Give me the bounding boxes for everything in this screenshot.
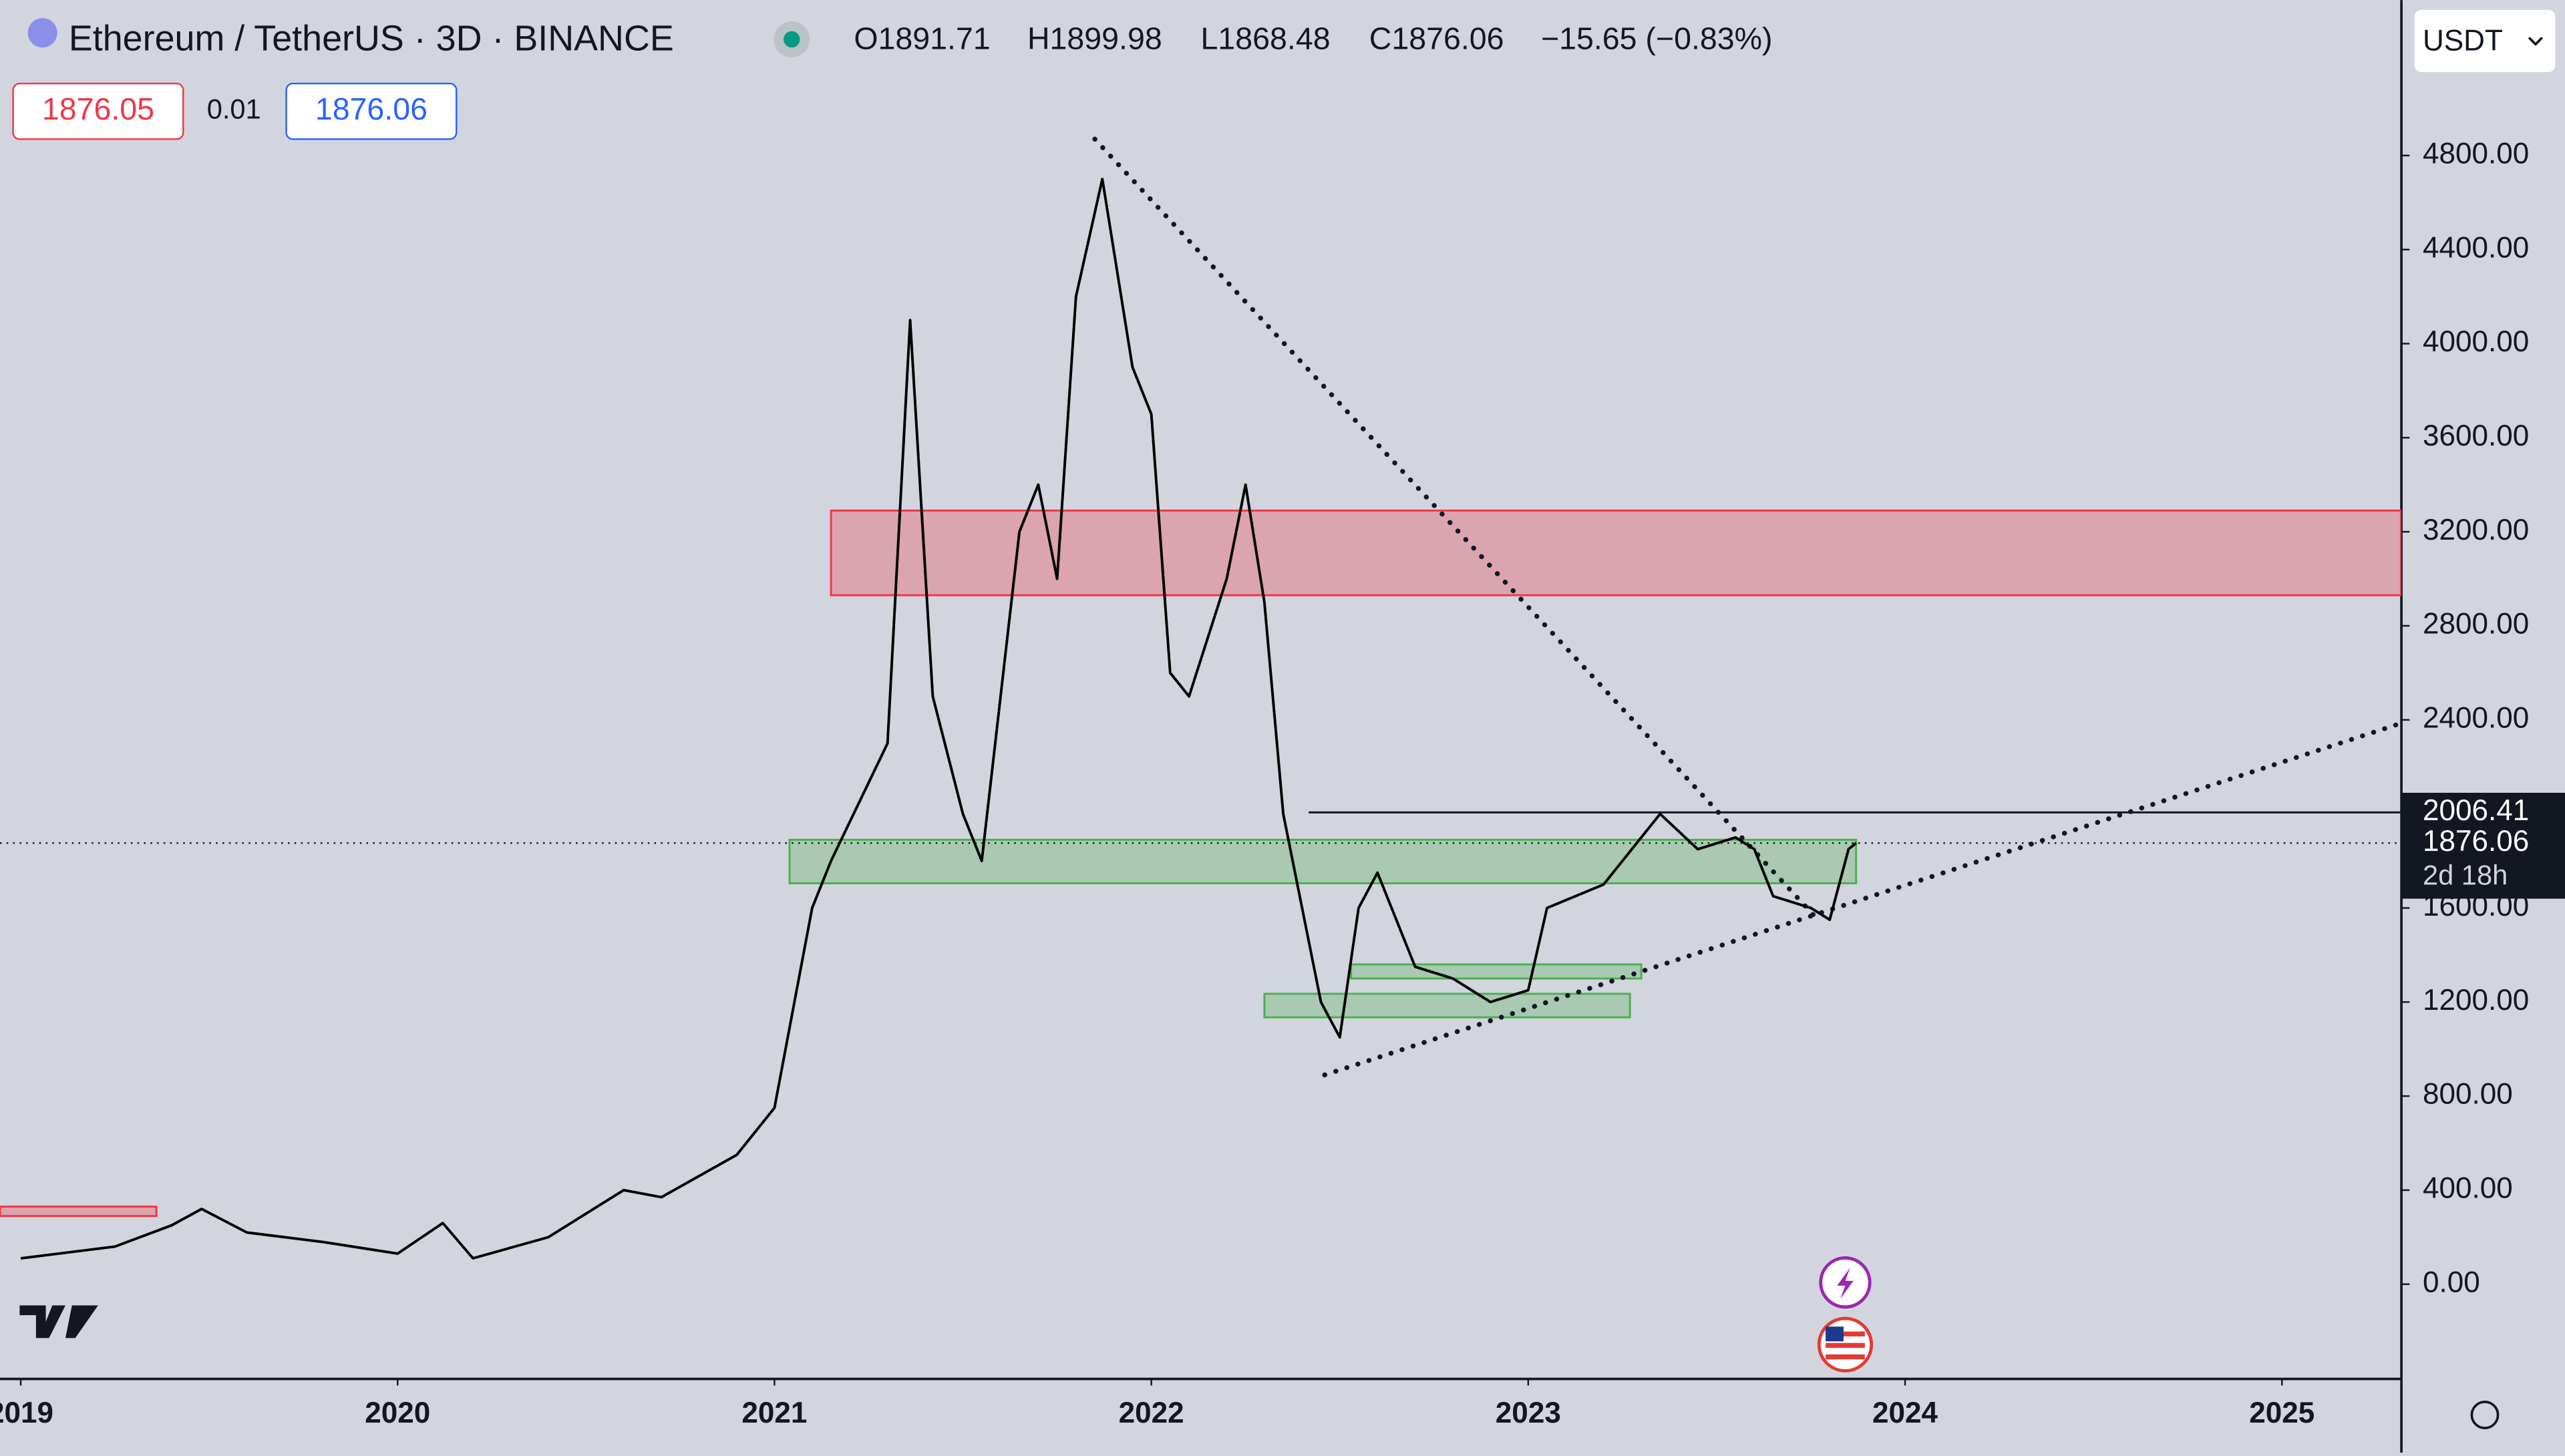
dropdown-arrow xyxy=(2528,37,2544,46)
y-tick-label: 3600.00 xyxy=(2423,419,2529,452)
x-tick-label: 2019 xyxy=(0,1397,53,1429)
zone xyxy=(830,510,2402,596)
symbol-icon xyxy=(27,18,57,48)
y-tick-label: 1200.00 xyxy=(2423,984,2529,1017)
ohlc-close: C1876.06 xyxy=(1369,21,1504,56)
y-tick-label: 2400.00 xyxy=(2423,701,2529,734)
trend-line xyxy=(1092,136,1818,919)
buy-button[interactable] xyxy=(285,82,458,140)
last-price-label: 1876.06 xyxy=(2423,825,2529,858)
axes: 0.00400.00800.001200.001600.002000.00240… xyxy=(0,138,2565,1429)
x-tick-label: 2023 xyxy=(1496,1397,1561,1429)
tv-logo[interactable] xyxy=(19,1305,98,1338)
y-tick-label: 4800.00 xyxy=(2423,138,2529,170)
y-tick-label: 3200.00 xyxy=(2423,514,2529,546)
zone xyxy=(1350,963,1643,980)
x-tick-label: 2021 xyxy=(741,1397,807,1429)
zone xyxy=(0,1206,158,1218)
plot-area xyxy=(0,136,2402,1260)
x-tick-label: 2022 xyxy=(1119,1397,1184,1429)
flag-stripe xyxy=(1826,1354,1865,1360)
last-price-tag xyxy=(2401,823,2565,899)
y-tick-label: 0.00 xyxy=(2423,1266,2480,1298)
y-tick-label: 800.00 xyxy=(2423,1078,2513,1111)
symbol-title: Ethereum / TetherUS · 3D · BINANCE xyxy=(69,19,674,59)
ohlc-high: H1899.98 xyxy=(1027,21,1162,56)
flag-stripe xyxy=(1826,1342,1865,1348)
currency-label: USDT xyxy=(2423,24,2503,57)
ohlc-low: L1868.48 xyxy=(1201,21,1331,56)
countdown-label: 2d 18h xyxy=(2423,860,2508,891)
x-tick-label: 2025 xyxy=(2249,1397,2315,1429)
sell-button[interactable] xyxy=(12,82,184,140)
price-line xyxy=(20,178,1857,1260)
flag-canton xyxy=(1826,1326,1844,1342)
zone xyxy=(1263,992,1631,1019)
y-tick-label: 2800.00 xyxy=(2423,608,2529,641)
market-status-dot xyxy=(784,31,800,48)
ask-price: 1876.06 xyxy=(315,92,428,126)
settings-icon[interactable] xyxy=(2470,1401,2500,1429)
ohlc-open: O1891.71 xyxy=(854,21,990,56)
ohlc-change: −15.65 (−0.83%) xyxy=(1541,21,1773,56)
y-tick-label: 4400.00 xyxy=(2423,231,2529,264)
flag-stripe xyxy=(1826,1331,1865,1336)
hline-tag-label: 2006.41 xyxy=(2423,794,2529,827)
x-tick-label: 2024 xyxy=(1872,1397,1938,1429)
y-tick-label: 4000.00 xyxy=(2423,325,2529,358)
bid-price: 1876.05 xyxy=(42,92,154,126)
lightning xyxy=(1837,1268,1854,1299)
zone xyxy=(788,838,1858,884)
currency-dropdown[interactable] xyxy=(2414,9,2556,72)
spread: 0.01 xyxy=(207,94,261,125)
y-tick-label: 400.00 xyxy=(2423,1172,2513,1205)
x-tick-label: 2020 xyxy=(365,1397,430,1429)
